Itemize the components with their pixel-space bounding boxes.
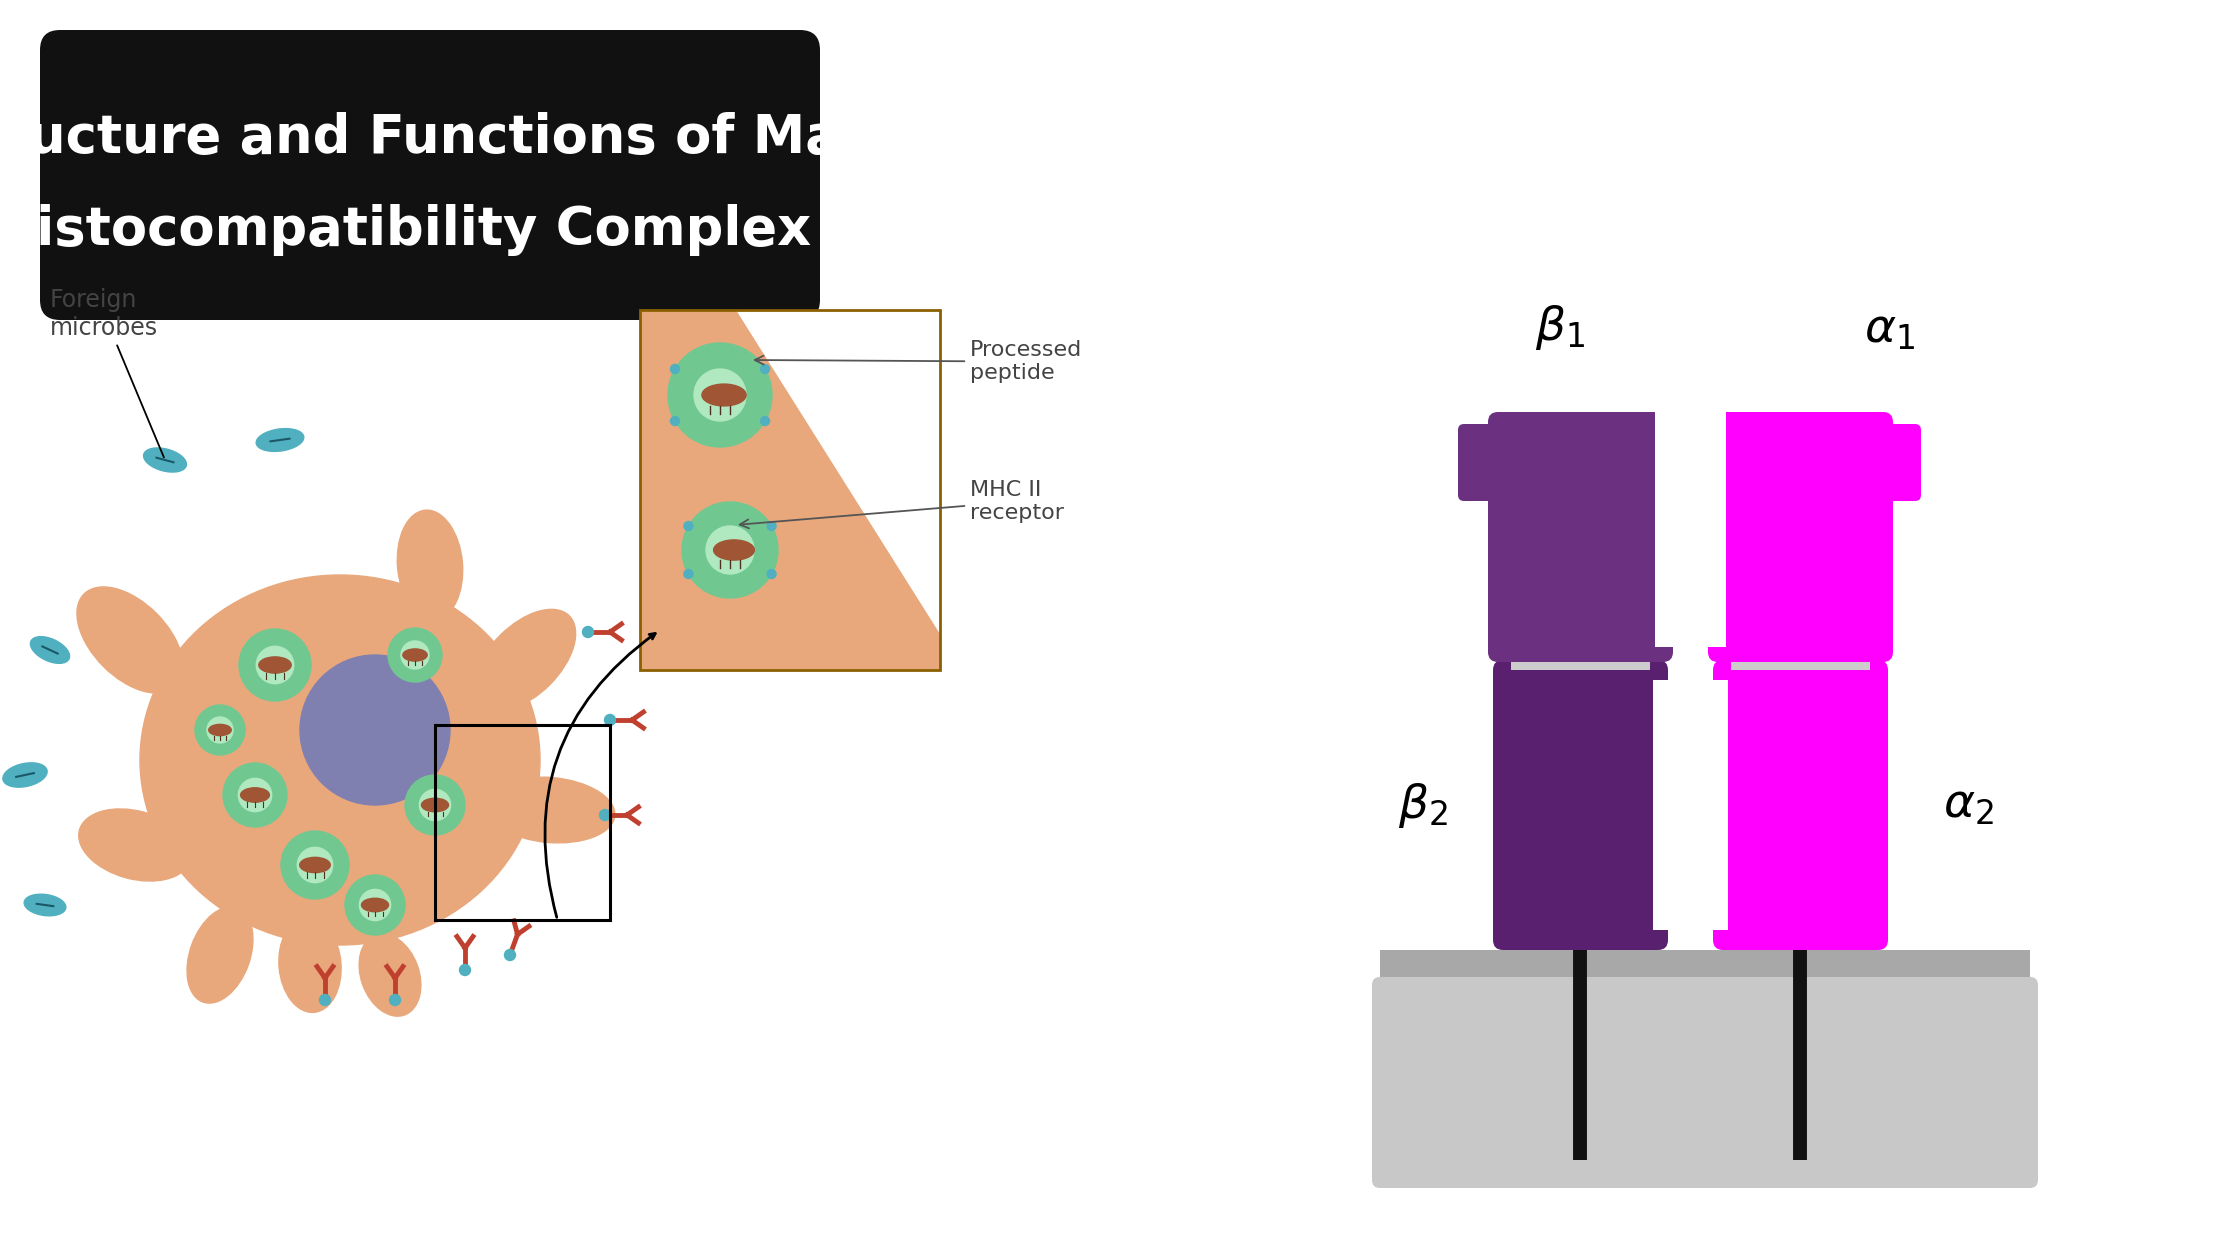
- FancyBboxPatch shape: [1689, 425, 1734, 491]
- Ellipse shape: [25, 895, 65, 916]
- Circle shape: [706, 525, 755, 575]
- Ellipse shape: [255, 428, 305, 451]
- FancyBboxPatch shape: [1494, 660, 1669, 950]
- Circle shape: [280, 832, 349, 898]
- Circle shape: [401, 641, 430, 669]
- Ellipse shape: [139, 575, 540, 945]
- Text: MHC II
receptor: MHC II receptor: [739, 480, 1064, 528]
- Bar: [641, 310, 941, 670]
- Circle shape: [195, 706, 244, 755]
- Bar: [1653, 680, 1727, 930]
- Bar: [1732, 651, 1870, 670]
- Ellipse shape: [76, 587, 184, 693]
- Circle shape: [240, 629, 311, 701]
- Circle shape: [605, 714, 616, 726]
- FancyBboxPatch shape: [1866, 425, 1922, 501]
- Circle shape: [762, 417, 771, 426]
- Circle shape: [670, 417, 679, 426]
- Ellipse shape: [260, 656, 291, 673]
- Text: Histocompatibility Complex II: Histocompatibility Complex II: [0, 204, 869, 256]
- Circle shape: [766, 570, 775, 578]
- Circle shape: [320, 994, 332, 1005]
- Ellipse shape: [701, 384, 746, 406]
- Polygon shape: [737, 310, 941, 634]
- Circle shape: [668, 343, 773, 447]
- Circle shape: [683, 570, 692, 578]
- FancyBboxPatch shape: [1646, 425, 1689, 491]
- FancyBboxPatch shape: [40, 30, 820, 320]
- Ellipse shape: [208, 724, 231, 736]
- FancyBboxPatch shape: [1380, 950, 2029, 985]
- Ellipse shape: [278, 917, 340, 1012]
- Ellipse shape: [715, 541, 755, 561]
- Text: $\alpha_1$: $\alpha_1$: [1864, 307, 1915, 352]
- Ellipse shape: [396, 510, 464, 620]
- Ellipse shape: [78, 809, 190, 881]
- Text: $\beta_1$: $\beta_1$: [1534, 302, 1586, 352]
- Circle shape: [681, 501, 777, 598]
- Circle shape: [388, 627, 441, 682]
- Circle shape: [419, 790, 450, 820]
- Bar: [1655, 422, 1727, 646]
- FancyBboxPatch shape: [1487, 412, 1673, 662]
- Circle shape: [582, 626, 594, 638]
- Ellipse shape: [421, 799, 448, 811]
- Bar: [1512, 651, 1651, 670]
- Ellipse shape: [143, 449, 186, 472]
- Circle shape: [766, 522, 775, 530]
- Circle shape: [504, 950, 515, 960]
- FancyBboxPatch shape: [1707, 412, 1893, 662]
- Ellipse shape: [358, 934, 421, 1016]
- Circle shape: [345, 874, 405, 935]
- Circle shape: [255, 646, 293, 684]
- Circle shape: [600, 809, 612, 820]
- Bar: [1655, 352, 1727, 500]
- Circle shape: [224, 764, 287, 827]
- Circle shape: [459, 964, 470, 975]
- Text: Foreign
microbes: Foreign microbes: [49, 289, 164, 457]
- Bar: [641, 310, 941, 670]
- FancyBboxPatch shape: [1458, 425, 1512, 501]
- Circle shape: [683, 522, 692, 530]
- Circle shape: [358, 890, 390, 921]
- FancyBboxPatch shape: [1371, 976, 2038, 1188]
- Ellipse shape: [186, 907, 253, 1003]
- Circle shape: [670, 364, 679, 373]
- Circle shape: [298, 847, 334, 883]
- Ellipse shape: [361, 898, 388, 912]
- Ellipse shape: [300, 857, 329, 873]
- Ellipse shape: [2, 762, 47, 788]
- Ellipse shape: [240, 788, 269, 803]
- Bar: [435, 724, 609, 920]
- Text: $\beta_2$: $\beta_2$: [1398, 780, 1447, 829]
- FancyBboxPatch shape: [1714, 660, 1888, 950]
- Text: Processed
peptide: Processed peptide: [755, 340, 1082, 383]
- Circle shape: [405, 775, 466, 835]
- Circle shape: [206, 717, 233, 743]
- Text: Structure and Functions of Major: Structure and Functions of Major: [0, 111, 921, 164]
- Circle shape: [694, 369, 746, 421]
- Ellipse shape: [486, 777, 614, 843]
- Circle shape: [762, 364, 771, 373]
- Ellipse shape: [31, 636, 69, 663]
- Circle shape: [237, 779, 271, 811]
- Text: $\alpha_2$: $\alpha_2$: [1942, 782, 1994, 828]
- Ellipse shape: [403, 649, 428, 662]
- Ellipse shape: [475, 610, 576, 711]
- Circle shape: [390, 994, 401, 1005]
- Circle shape: [300, 655, 450, 805]
- Bar: [1380, 980, 2029, 1021]
